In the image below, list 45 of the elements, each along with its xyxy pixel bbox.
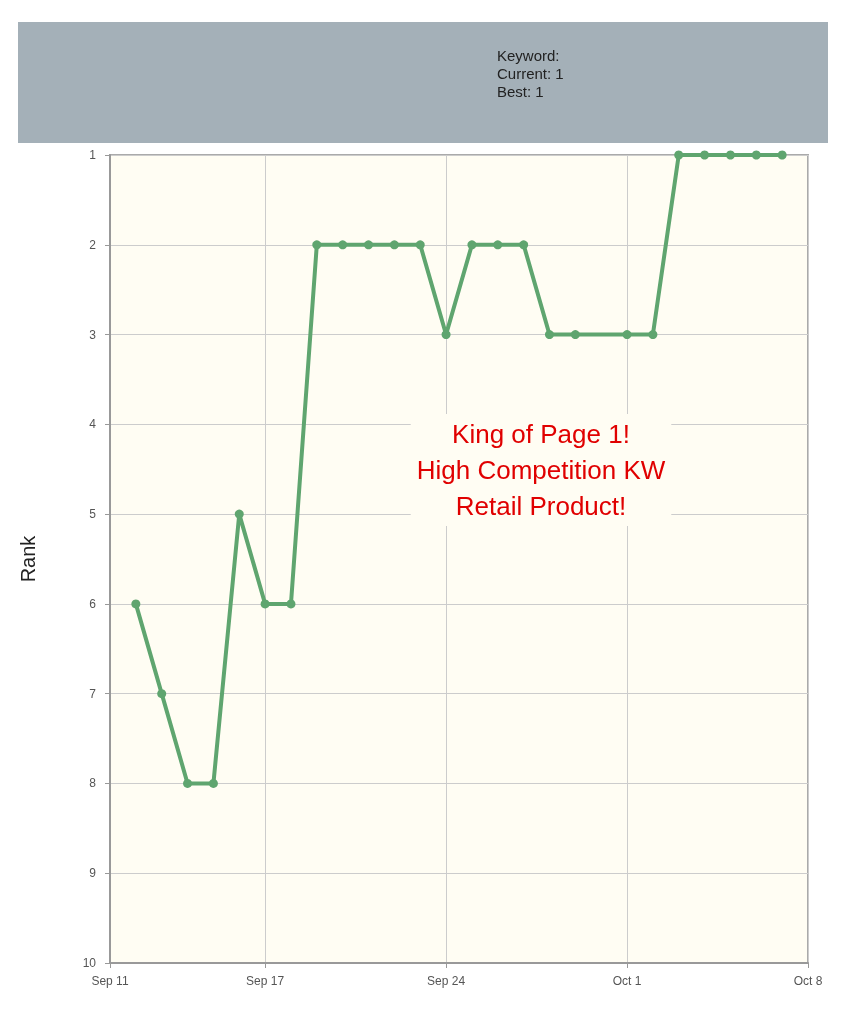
point [286,599,296,609]
y-axis-title: Rank [17,534,39,583]
y-tick-label: 2 [89,237,97,252]
annotation: King of Page 1! High Competition KW Retail Product! [416,419,666,521]
point [338,240,348,250]
y-tick-label: 10 [82,956,97,970]
point [389,240,399,250]
x-tick-label: Oct 1 [612,974,642,988]
point [622,330,632,340]
point [700,150,710,160]
y-tick-label: 5 [89,507,97,522]
point [777,150,787,160]
point [234,509,244,519]
point [648,330,658,340]
x-tick-label: Oct 8 [793,974,823,988]
point [519,240,529,250]
point [725,150,735,160]
x-tick-label: Sep 24 [427,974,466,988]
point [312,240,322,250]
point [493,240,503,250]
point [157,689,167,699]
point [415,240,425,250]
text: Best: 1 [497,83,544,100]
y-tick-label: 7 [89,686,97,701]
y-tick-label: 6 [89,596,97,611]
point [570,330,580,340]
point [441,330,451,340]
y-tick-label: 8 [89,776,97,791]
point [208,778,218,788]
point [544,330,554,340]
point [674,150,684,160]
y-tick-label: 1 [89,148,97,162]
y-tick-label: 3 [89,327,97,342]
point [260,599,270,609]
point [751,150,761,160]
text: Current: 1 [497,65,564,82]
y-tick-label: 4 [89,417,97,432]
text: Keyword: [497,47,560,64]
x-tick-label: Sep 17 [246,974,285,988]
point [364,240,374,250]
point [131,599,141,609]
point [467,240,477,250]
y-tick-label: 9 [89,866,97,881]
x-tick-label: Sep 11 [91,974,129,988]
point [183,778,193,788]
